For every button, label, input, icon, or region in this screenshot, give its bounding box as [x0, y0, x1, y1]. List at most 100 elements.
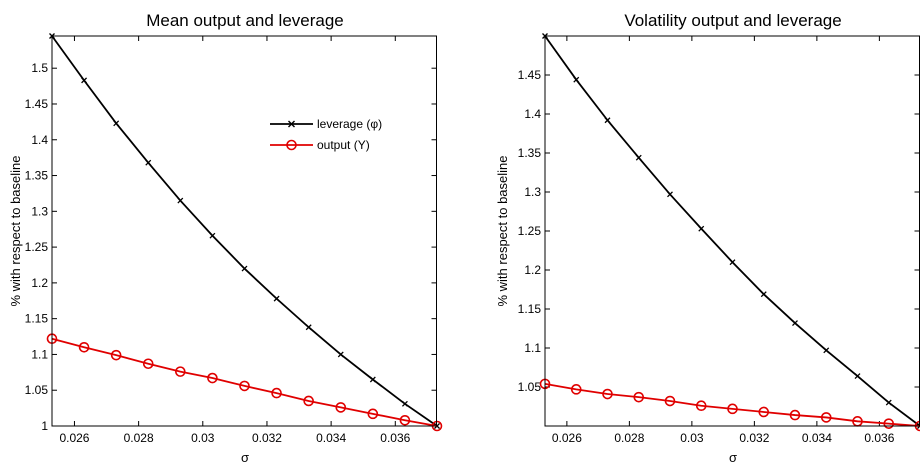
y-tick-label: 1.15	[25, 312, 49, 326]
series-line-1	[544, 382, 920, 427]
tick-group: 0.026 0.028 0.03 0.032 0.034 0.036 1 1.05 1.1 1.1…	[25, 36, 437, 445]
y-tick-label: 1.35	[518, 146, 542, 160]
y-tick-label: 1.15	[518, 302, 542, 316]
data-point-x	[885, 399, 892, 406]
data-point-x	[305, 324, 312, 331]
chart-title: Mean output and leverage	[146, 11, 344, 30]
data-point-circle	[303, 395, 314, 407]
series-group	[46, 33, 443, 432]
data-point-x	[792, 320, 798, 326]
x-tick-label: 0.036	[380, 431, 410, 445]
legend-marker-x	[288, 120, 295, 128]
data-point-circle	[399, 414, 411, 426]
data-point-x	[573, 76, 580, 83]
y-tick-label: 1.4	[31, 133, 48, 147]
plot-area-frame	[544, 35, 920, 427]
data-point-circle	[570, 384, 582, 395]
y-axis-label: % with respect to baseline	[495, 155, 510, 306]
y-tick-label: 1.05	[25, 383, 49, 397]
y-tick-label: 1.45	[518, 68, 542, 82]
data-point-circle	[335, 402, 347, 413]
data-point-circle	[78, 341, 90, 353]
legend: leverage (φ) output (Y)	[264, 112, 388, 160]
y-tick-label: 1.05	[518, 380, 542, 394]
data-point-x	[177, 197, 184, 204]
data-point-circle	[633, 391, 645, 403]
x-axis-label: σ	[241, 450, 249, 465]
data-point-circle	[367, 408, 379, 420]
chart-mean-output-leverage: Mean output and leverage σ % with respec…	[8, 11, 443, 465]
y-tick-label: 1.1	[31, 347, 48, 361]
x-tick-label: 0.034	[316, 431, 346, 445]
data-point-x	[604, 117, 611, 124]
data-point-circle	[664, 395, 676, 407]
series-line-0	[51, 35, 438, 427]
data-point-circle	[142, 358, 154, 370]
y-tick-label: 1.25	[518, 224, 542, 238]
data-point-x	[145, 159, 152, 166]
data-point-x	[698, 225, 705, 232]
data-point-circle	[789, 409, 801, 421]
x-tick-label: 0.03	[191, 431, 215, 445]
data-point-circle	[727, 403, 738, 415]
y-tick-label: 1	[41, 419, 48, 433]
data-point-x	[273, 295, 280, 302]
y-tick-label: 1.25	[25, 240, 49, 254]
data-point-circle	[207, 372, 218, 384]
x-tick-label: 0.028	[614, 431, 644, 445]
data-point-x	[823, 347, 830, 354]
plot-area-frame	[51, 35, 437, 427]
series-line-0	[544, 35, 920, 427]
x-tick-label: 0.026	[59, 431, 89, 445]
x-tick-label: 0.032	[739, 431, 769, 445]
data-point-x	[113, 120, 120, 127]
x-tick-label: 0.032	[252, 431, 282, 445]
x-tick-label: 0.034	[802, 431, 832, 445]
x-tick-label: 0.026	[552, 431, 582, 445]
data-point-x	[854, 373, 861, 380]
data-point-x	[760, 291, 767, 298]
y-tick-label: 1.2	[524, 263, 541, 277]
data-point-x	[241, 265, 248, 272]
chart-title: Volatility output and leverage	[624, 11, 841, 30]
y-axis-label: % with respect to baseline	[8, 155, 23, 306]
chart-volatility-output-leverage: Volatility output and leverage σ % with …	[495, 11, 920, 465]
x-tick-label: 0.036	[864, 431, 894, 445]
y-tick-label: 1.1	[524, 341, 541, 355]
tick-group: 0.026 0.028 0.03 0.032 0.034 0.036 1.05 1.1 1.15…	[518, 36, 920, 445]
data-point-x	[337, 351, 344, 358]
legend-label-output: output (Y)	[317, 138, 370, 152]
y-tick-label: 1.2	[31, 276, 48, 290]
y-tick-label: 1.45	[25, 97, 49, 111]
y-tick-label: 1.5	[31, 61, 48, 75]
series-line-1	[51, 337, 438, 427]
data-point-x	[917, 423, 920, 429]
data-point-circle	[820, 412, 832, 423]
data-point-circle	[695, 400, 707, 412]
data-point-circle	[271, 387, 282, 399]
data-point-circle	[239, 380, 250, 392]
data-point-circle	[758, 406, 770, 418]
data-point-x	[369, 376, 376, 383]
data-point-x	[729, 259, 736, 266]
x-axis-label: σ	[729, 450, 737, 465]
data-point-circle	[602, 388, 613, 400]
x-tick-label: 0.03	[680, 431, 704, 445]
data-point-x	[401, 400, 408, 407]
legend-label-leverage: leverage (φ)	[317, 117, 382, 131]
y-tick-label: 1.3	[524, 185, 541, 199]
data-point-circle	[110, 349, 122, 361]
data-point-circle	[883, 418, 895, 429]
data-point-x	[81, 77, 88, 84]
y-tick-label: 1.35	[25, 169, 49, 183]
x-tick-label: 0.028	[124, 431, 154, 445]
legend-marker-o	[286, 139, 297, 151]
data-point-circle	[175, 366, 186, 377]
y-tick-label: 1.3	[31, 204, 48, 218]
y-tick-label: 1.4	[524, 107, 541, 121]
series-group	[539, 33, 920, 432]
data-point-x	[635, 154, 642, 161]
legend-box	[264, 112, 388, 160]
data-point-x	[209, 232, 216, 239]
